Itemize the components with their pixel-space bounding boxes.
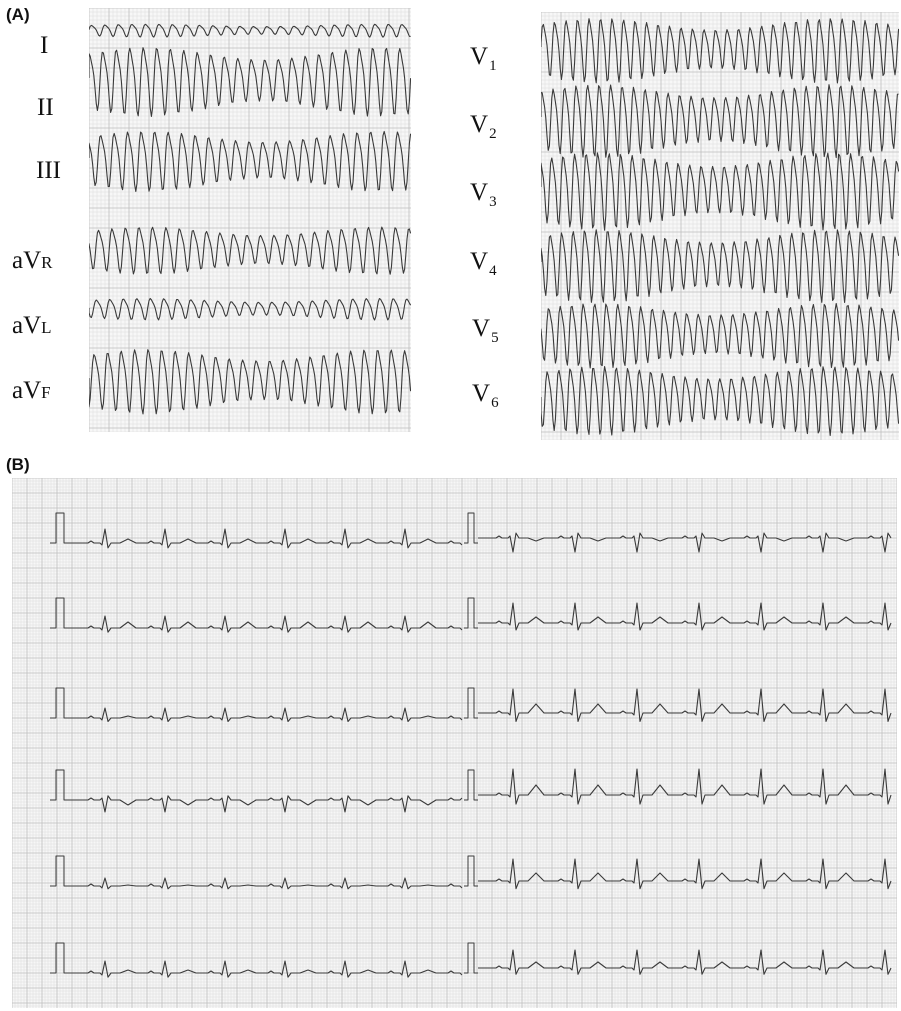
ecg-trace-limb-3: [89, 130, 411, 192]
ecg-trace-chest-2: [541, 84, 899, 159]
grid-minor: [12, 478, 897, 1008]
lead-label-iii: III: [36, 157, 61, 184]
lead-label-ii: II: [37, 94, 54, 121]
ecg-trace-b-chest-1: [478, 532, 892, 553]
grid-minor: [89, 8, 411, 432]
ecg-trace-limb-4: [89, 226, 411, 275]
ecg-strip-12-lead-sinus: [12, 478, 897, 1008]
lead-label-i: I: [40, 32, 49, 59]
ecg-trace-chest-3: [541, 152, 899, 231]
cal-pulse-right-5: [464, 855, 478, 887]
ecg-trace-chest-6: [541, 366, 899, 437]
grid-major: [12, 478, 897, 1008]
lead-label-avr: aVR: [12, 247, 53, 274]
lead-label-v3: V3: [470, 179, 497, 210]
cal-pulse-left-4: [50, 769, 70, 801]
ecg-trace-chest-1: [541, 18, 899, 84]
lead-label-avf: aVF: [12, 377, 51, 404]
ecg-trace-chest-5: [541, 302, 899, 369]
cal-pulse-left-3: [50, 687, 70, 719]
cal-pulse-left-5: [50, 855, 70, 887]
ecg-trace-b-limb-6: [70, 960, 463, 978]
lead-label-v5: V5: [472, 315, 499, 346]
ecg-strip-limb-leads: [89, 8, 411, 432]
ecg-trace-b-limb-3: [70, 707, 463, 723]
ecg-trace-b-chest-2: [478, 602, 892, 631]
ecg-trace-b-limb-1: [70, 528, 463, 549]
ecg-trace-b-chest-3: [478, 688, 892, 722]
cal-pulse-left-1: [50, 512, 70, 544]
ecg-trace-b-limb-4: [70, 795, 463, 813]
cal-pulse-right-4: [464, 769, 478, 801]
cal-pulse-left-6: [50, 942, 70, 974]
cal-pulse-right-2: [464, 597, 478, 629]
lead-label-v6: V6: [472, 380, 499, 411]
ecg-trace-b-chest-6: [478, 949, 892, 975]
ecg-trace-limb-6: [89, 349, 411, 415]
ecg-trace-limb-5: [89, 297, 411, 321]
ecg-12-lead-graphic: [12, 478, 897, 1008]
grid-major: [89, 8, 411, 432]
ecg-trace-b-limb-2: [70, 615, 463, 633]
ecg-trace-b-chest-5: [478, 858, 892, 890]
ecg-chest-leads-graphic: [541, 12, 899, 440]
ecg-strip-chest-leads: [541, 12, 899, 440]
lead-label-v4: V4: [470, 248, 497, 279]
ecg-trace-limb-2: [89, 47, 411, 117]
ecg-limb-leads-graphic: [89, 8, 411, 432]
ecg-trace-b-limb-5: [70, 877, 463, 890]
ecg-paper: [12, 478, 897, 1008]
lead-label-v2: V2: [470, 111, 497, 142]
cal-pulse-right-1: [464, 512, 478, 544]
panel-b-label: (B): [6, 455, 30, 474]
cal-pulse-right-3: [464, 687, 478, 719]
ecg-trace-chest-4: [541, 229, 899, 303]
lead-label-v1: V1: [470, 43, 497, 74]
ecg-trace-b-chest-4: [478, 768, 892, 805]
cal-pulse-right-6: [464, 942, 478, 974]
lead-label-avl: aVL: [12, 312, 52, 339]
cal-pulse-left-2: [50, 597, 70, 629]
ecg-trace-limb-1: [89, 23, 411, 38]
panel-a-label: (A): [6, 5, 30, 24]
